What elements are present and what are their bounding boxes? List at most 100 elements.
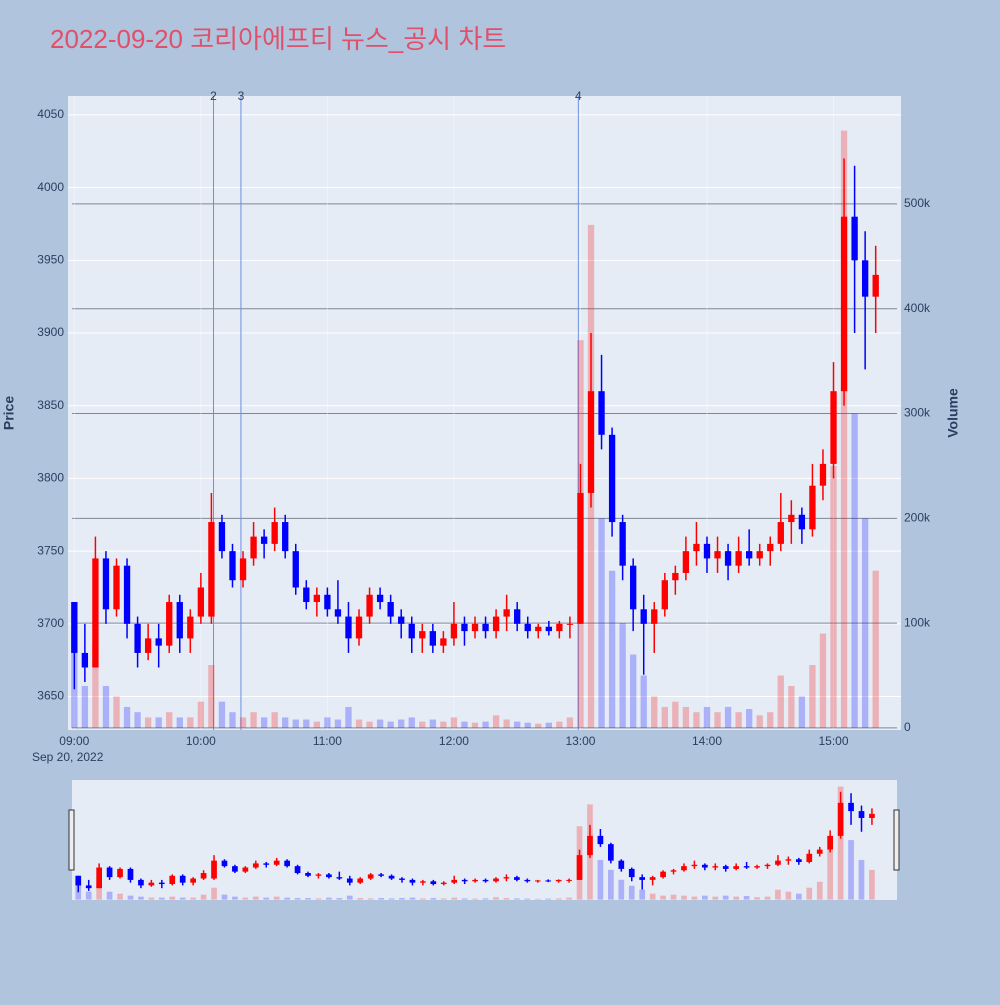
rangeslider-volume-bar (138, 896, 144, 900)
candle-body (661, 580, 668, 610)
volume-bar (545, 722, 552, 728)
volume-bar (313, 721, 321, 728)
candle-body (514, 609, 521, 624)
rangeslider-volume-bar (743, 896, 750, 900)
rangeslider-volume-bar (190, 897, 196, 900)
annotation-label: 4 (575, 89, 582, 103)
rangeslider-candle-body (315, 874, 322, 876)
volume-bar (514, 721, 521, 728)
candle-body (260, 536, 268, 544)
candle-body (587, 391, 595, 493)
volume-bar (630, 654, 637, 728)
rangeslider-volume-bar (294, 898, 301, 900)
rangeslider-volume-bar (169, 896, 176, 900)
rangeslider-candle-body (639, 877, 646, 880)
rangeslider-handle[interactable] (68, 809, 75, 871)
y2-axis-title: Volume (945, 388, 961, 438)
rangeslider-candle-body (75, 875, 82, 886)
rangeslider-candle-body (681, 866, 687, 871)
candle-body (229, 551, 236, 581)
rangeslider-candle-body (273, 860, 280, 865)
candle-body (651, 609, 658, 624)
volume-bar (355, 719, 363, 728)
candle-body (271, 522, 278, 544)
candle-body (619, 522, 626, 566)
candle-body (250, 536, 257, 559)
rangeslider-volume-bar (420, 898, 426, 900)
y-tick-label: 3850 (37, 398, 64, 412)
volume-bar (408, 717, 415, 728)
y2-tick-label: 100k (904, 615, 931, 629)
candle-body (830, 391, 837, 464)
rangeslider-candle-body (608, 844, 614, 861)
rangeslider-handle[interactable] (893, 809, 900, 871)
volume-bar (208, 665, 215, 728)
candle-body (81, 652, 89, 668)
volume-bar (366, 721, 373, 728)
volume-bar (218, 701, 226, 728)
candle-body (355, 616, 363, 639)
rangeslider-volume-bar (315, 898, 322, 900)
rangeslider-volume-bar (232, 896, 238, 900)
x-tick-label: 09:00 (59, 734, 89, 748)
candle-body (419, 631, 426, 639)
candle-body (566, 623, 574, 625)
rangeslider-volume-bar (806, 887, 813, 900)
volume-bar (756, 715, 763, 728)
volume-bar (830, 465, 837, 728)
candle-body (366, 594, 373, 617)
candle-body (482, 623, 489, 632)
rangeslider-candle-body (242, 867, 249, 872)
candle-body (92, 558, 99, 668)
x-tick-label: 11:00 (313, 734, 342, 748)
rangeslider-candle-body (587, 835, 593, 856)
volume-bar (144, 717, 152, 728)
rangeslider-volume-bar (597, 859, 604, 900)
rangeslider-candle-body (399, 878, 405, 880)
rangeslider-volume-bar (869, 869, 875, 900)
candle-body (872, 274, 879, 297)
volume-bar (767, 712, 774, 728)
rangeslider-volume-bar (440, 898, 447, 900)
rangeslider-volume-bar (399, 898, 405, 900)
volume-bar (113, 696, 120, 728)
rangeslider-volume-bar (837, 786, 844, 900)
rangeslider-candle-body (482, 879, 489, 882)
rangeslider-volume-bar (524, 898, 531, 900)
volume-bar (672, 701, 679, 728)
volume-bar (387, 721, 394, 728)
volume-bar (155, 717, 162, 728)
candle-body (345, 616, 352, 639)
rangeslider-volume-bar (514, 898, 520, 900)
rangeslider-volume-bar (346, 895, 353, 900)
rangeslider-volume-bar (336, 898, 343, 900)
annotation-label: 3 (238, 89, 245, 103)
volume-bar (102, 685, 110, 728)
rangeslider-candle-body (85, 885, 92, 889)
volume-bar (809, 665, 816, 728)
candle-body (71, 602, 78, 653)
volume-bar (471, 722, 479, 728)
volume-bar (819, 633, 827, 728)
volume-bar (840, 130, 848, 728)
rangeslider-volume-bar (566, 897, 572, 900)
candle-body (450, 623, 458, 639)
volume-bar (524, 722, 531, 728)
candle-body (239, 558, 247, 581)
rangeslider-volume-bar (430, 898, 437, 900)
rangeslider-volume-bar (482, 898, 489, 900)
rangeslider-volume-bar (555, 898, 562, 900)
rangeslider-volume-bar (179, 897, 186, 900)
candle-body (608, 434, 616, 523)
rangeslider-candle-body (733, 866, 740, 869)
candle-body (282, 522, 289, 552)
rangeslider-volume-bar (764, 896, 771, 900)
volume-bar (535, 723, 542, 728)
rangeslider-volume-bar (472, 898, 478, 900)
x-tick-label: 14:00 (692, 734, 722, 748)
rangeslider-volume-bar (242, 897, 249, 900)
rangeslider-candle-body (764, 864, 771, 867)
rangeslider-candle-body (357, 878, 364, 883)
rangeslider-volume-bar (639, 889, 646, 900)
candle-body (387, 602, 394, 617)
